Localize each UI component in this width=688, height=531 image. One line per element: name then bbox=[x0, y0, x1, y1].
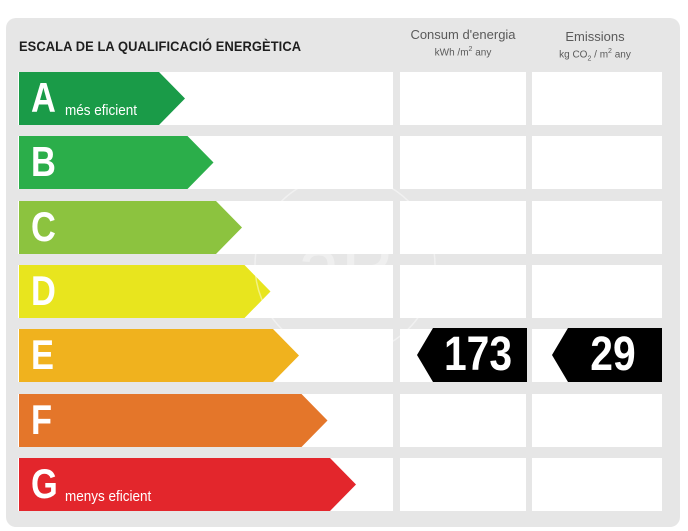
rating-arrow-f: F bbox=[19, 394, 328, 447]
row-emissions-cell bbox=[532, 394, 662, 447]
rating-description: més eficient bbox=[65, 102, 138, 119]
row-consumption-cell bbox=[400, 72, 526, 125]
row-consumption-cell bbox=[400, 265, 526, 318]
row-emissions-cell bbox=[532, 136, 662, 189]
emissions-value-badge: 29 bbox=[552, 328, 662, 382]
rating-letter: B bbox=[31, 138, 56, 185]
watermark-logo: aP bbox=[254, 174, 436, 356]
emissions-unit: kg CO2 / m2 any bbox=[559, 48, 631, 63]
emissions-header: Emissions kg CO2 / m2 any bbox=[530, 29, 660, 66]
row-emissions-cell bbox=[532, 201, 662, 254]
consumption-unit: kWh /m2 any bbox=[434, 46, 492, 59]
watermark-text: aP bbox=[297, 221, 392, 309]
rating-letter: A bbox=[31, 74, 56, 121]
scale-title: ESCALA DE LA QUALIFICACIÓ ENERGÈTICA bbox=[19, 38, 302, 54]
row-emissions-cell bbox=[532, 265, 662, 318]
row-emissions-cell bbox=[532, 72, 662, 125]
emissions-label: Emissions bbox=[565, 29, 625, 44]
rating-arrow-e: E bbox=[19, 329, 299, 382]
rating-letter: G bbox=[31, 460, 58, 507]
rating-letter: C bbox=[31, 203, 56, 250]
consumption-label: Consum d'energia bbox=[410, 27, 516, 42]
consumption-value-badge: 173 bbox=[417, 328, 527, 382]
row-consumption-cell bbox=[400, 201, 526, 254]
value-text: 173 bbox=[443, 328, 513, 381]
row-emissions-cell bbox=[532, 458, 662, 511]
rating-arrow-c: C bbox=[19, 201, 242, 254]
row-consumption-cell bbox=[400, 458, 526, 511]
row-consumption-cell bbox=[400, 394, 526, 447]
rating-letter: E bbox=[31, 331, 54, 378]
rating-arrow-b: B bbox=[19, 136, 214, 189]
rating-letter: F bbox=[31, 396, 53, 443]
consumption-header: Consum d'energia kWh /m2 any bbox=[398, 27, 528, 60]
row-consumption-cell bbox=[400, 136, 526, 189]
value-text: 29 bbox=[590, 328, 636, 381]
rating-description: menys eficient bbox=[65, 488, 152, 505]
rating-letter: D bbox=[31, 267, 56, 314]
rating-arrow-d: D bbox=[19, 265, 271, 318]
